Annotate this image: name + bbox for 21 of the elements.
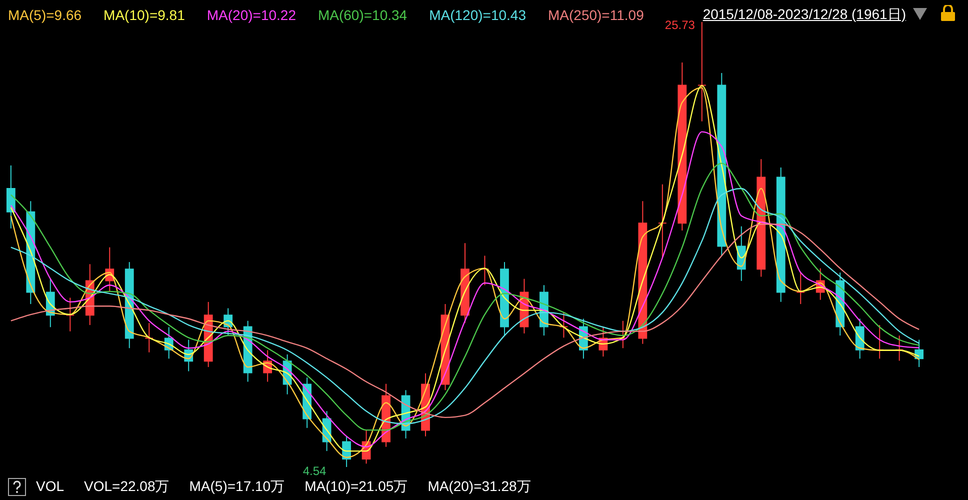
text: 2015/12/08-2023/12/28 (1961日): [702, 5, 906, 24]
text: MA(60)=10.34: [318, 7, 408, 23]
text: MA(10)=9.81: [104, 7, 185, 23]
text: MA(20)=31.28万: [428, 478, 531, 494]
candlestick: [658, 184, 667, 258]
text: MA(120)=10.43: [429, 7, 526, 23]
candlestick: [6, 164, 16, 229]
text: MA(5)=17.10万: [189, 478, 285, 494]
candlestick: [559, 312, 568, 338]
text: MA(5)=9.66: [8, 7, 82, 23]
candlestick: [796, 272, 806, 305]
text: VOL=22.08万: [84, 478, 170, 494]
candlestick: [697, 22, 706, 122]
text: MA(20)=10.22: [206, 7, 296, 23]
text: VOL: [36, 478, 64, 494]
candlestick: [144, 322, 154, 353]
annotation: 25.73: [664, 18, 696, 32]
annotation: 4.54: [302, 464, 327, 478]
text: MA(10)=21.05万: [304, 478, 408, 494]
candlestick: [66, 297, 75, 332]
text: MA(250)=11.09: [548, 7, 644, 23]
